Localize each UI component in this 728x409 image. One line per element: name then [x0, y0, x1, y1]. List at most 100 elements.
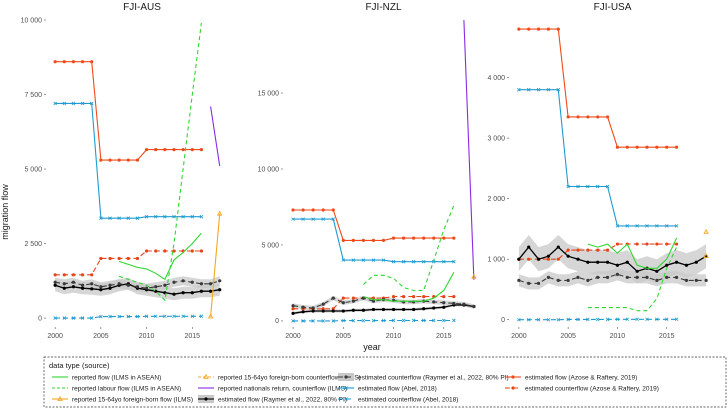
series-estimated-flow-azose-raftery-2019 — [291, 208, 456, 242]
legend-title: data type (source) — [49, 361, 110, 370]
data-point — [172, 148, 176, 152]
data-point — [664, 317, 669, 322]
legend-item-estimated-counterflow-raymer-et-al-2022-80-pi: estimated counterflow (Raymer et al., 20… — [338, 373, 509, 381]
data-point — [422, 307, 426, 311]
data-point — [163, 314, 167, 319]
data-point — [311, 306, 315, 310]
data-point — [527, 27, 531, 31]
data-point — [576, 184, 580, 189]
data-point — [526, 87, 531, 92]
data-point — [71, 280, 76, 284]
data-point — [199, 289, 204, 293]
data-point — [412, 295, 416, 299]
data-point — [546, 254, 551, 258]
data-point — [172, 292, 176, 296]
data-point — [135, 256, 140, 261]
series-estimated-counterflow-raymer-et-al-2022-80-pi — [53, 279, 222, 290]
data-point — [645, 145, 649, 149]
data-point — [321, 302, 325, 306]
y-tick-label: 4 000 — [487, 75, 505, 82]
series-line — [463, 20, 475, 280]
data-point — [576, 275, 580, 279]
data-point — [62, 60, 66, 64]
legend-item-estimated-flow-raymer-et-al-2022-80-pi: estimated flow (Raymer et al., 2022, 80%… — [198, 395, 347, 403]
data-point — [566, 115, 570, 119]
data-point — [402, 236, 406, 240]
data-point — [181, 279, 185, 283]
data-point — [90, 273, 94, 277]
data-point — [80, 60, 85, 64]
data-point — [99, 285, 103, 289]
y-tick-label: 0 — [275, 318, 279, 325]
data-point — [411, 318, 416, 323]
data-point — [401, 259, 406, 264]
data-point — [421, 259, 426, 264]
data-point — [625, 317, 630, 322]
legend-item-estimated-flow-abel-2018: estimated flow (Abel, 2018) — [338, 385, 437, 392]
data-point — [90, 287, 94, 291]
data-point — [566, 317, 570, 322]
data-point — [371, 318, 376, 323]
data-point — [665, 145, 669, 149]
data-point — [655, 317, 659, 322]
series-line — [518, 28, 677, 148]
data-point — [391, 259, 396, 264]
data-point — [556, 278, 560, 282]
x-tick-label: 2000 — [285, 333, 301, 340]
data-point — [172, 214, 176, 219]
series-estimated-counterflow-raymer-et-al-2022-80-pi — [517, 272, 708, 286]
data-point — [163, 249, 167, 253]
data-point — [471, 273, 477, 279]
x-tick-label: 2010 — [386, 333, 402, 340]
data-point — [62, 101, 67, 106]
data-point — [331, 208, 335, 212]
data-point — [163, 148, 167, 152]
data-point — [472, 304, 476, 309]
y-tick-label: 10 000 — [258, 166, 280, 173]
data-point — [144, 286, 149, 290]
data-point — [80, 283, 85, 287]
data-point — [371, 238, 376, 242]
data-point — [154, 148, 158, 152]
data-point — [371, 258, 376, 262]
data-point — [546, 257, 551, 261]
series-reported-nationals-return-counterflow-ilms — [463, 20, 475, 280]
panels: FJI-AUS 0 2 500 5 000 7 500 10 000 2000 2005 201… — [21, 2, 709, 340]
data-point — [80, 316, 85, 320]
data-point — [556, 257, 560, 261]
data-point — [172, 314, 176, 319]
data-point — [635, 242, 639, 246]
data-point — [53, 283, 57, 287]
data-point — [381, 238, 386, 242]
panel-title: FJI-USA — [594, 2, 632, 13]
band-estimated-counterflow-raymer-et-al-2022-80-pi — [518, 268, 707, 290]
data-point — [432, 306, 436, 310]
data-point — [615, 145, 620, 149]
data-point — [605, 275, 610, 279]
data-point — [452, 236, 456, 240]
series-reported-labour-flow-ilms-in-asean — [118, 22, 202, 302]
data-point — [674, 224, 679, 228]
data-point — [301, 310, 305, 314]
data-point — [153, 314, 158, 319]
data-point — [163, 283, 167, 287]
panel-fji-nzl: FJI-NZL 0 5 000 10 000 15 000 2000 2005 2010 201… — [258, 2, 477, 340]
data-point — [172, 280, 176, 284]
data-point — [664, 224, 669, 228]
legend-label: estimated flow (Raymer et al., 2022, 80%… — [218, 396, 347, 403]
y-tick-label: 10 000 — [21, 17, 43, 24]
data-point — [517, 317, 521, 322]
series-estimated-flow-azose-raftery-2019 — [517, 27, 679, 149]
data-point — [135, 216, 140, 220]
data-point — [462, 302, 466, 306]
legend-item-estimated-counterflow-abel-2018: estimated counterflow (Abel, 2018) — [338, 396, 458, 403]
legend-label: estimated counterflow (Azose & Raftery, … — [525, 385, 659, 392]
data-point — [190, 249, 194, 253]
data-point — [71, 285, 76, 289]
data-point — [381, 307, 386, 312]
data-point — [655, 224, 659, 228]
y-tick-label: 0 — [501, 317, 505, 324]
legend-label: reported 15-64yo foreign-born counterflo… — [218, 374, 361, 381]
data-point — [199, 249, 204, 253]
